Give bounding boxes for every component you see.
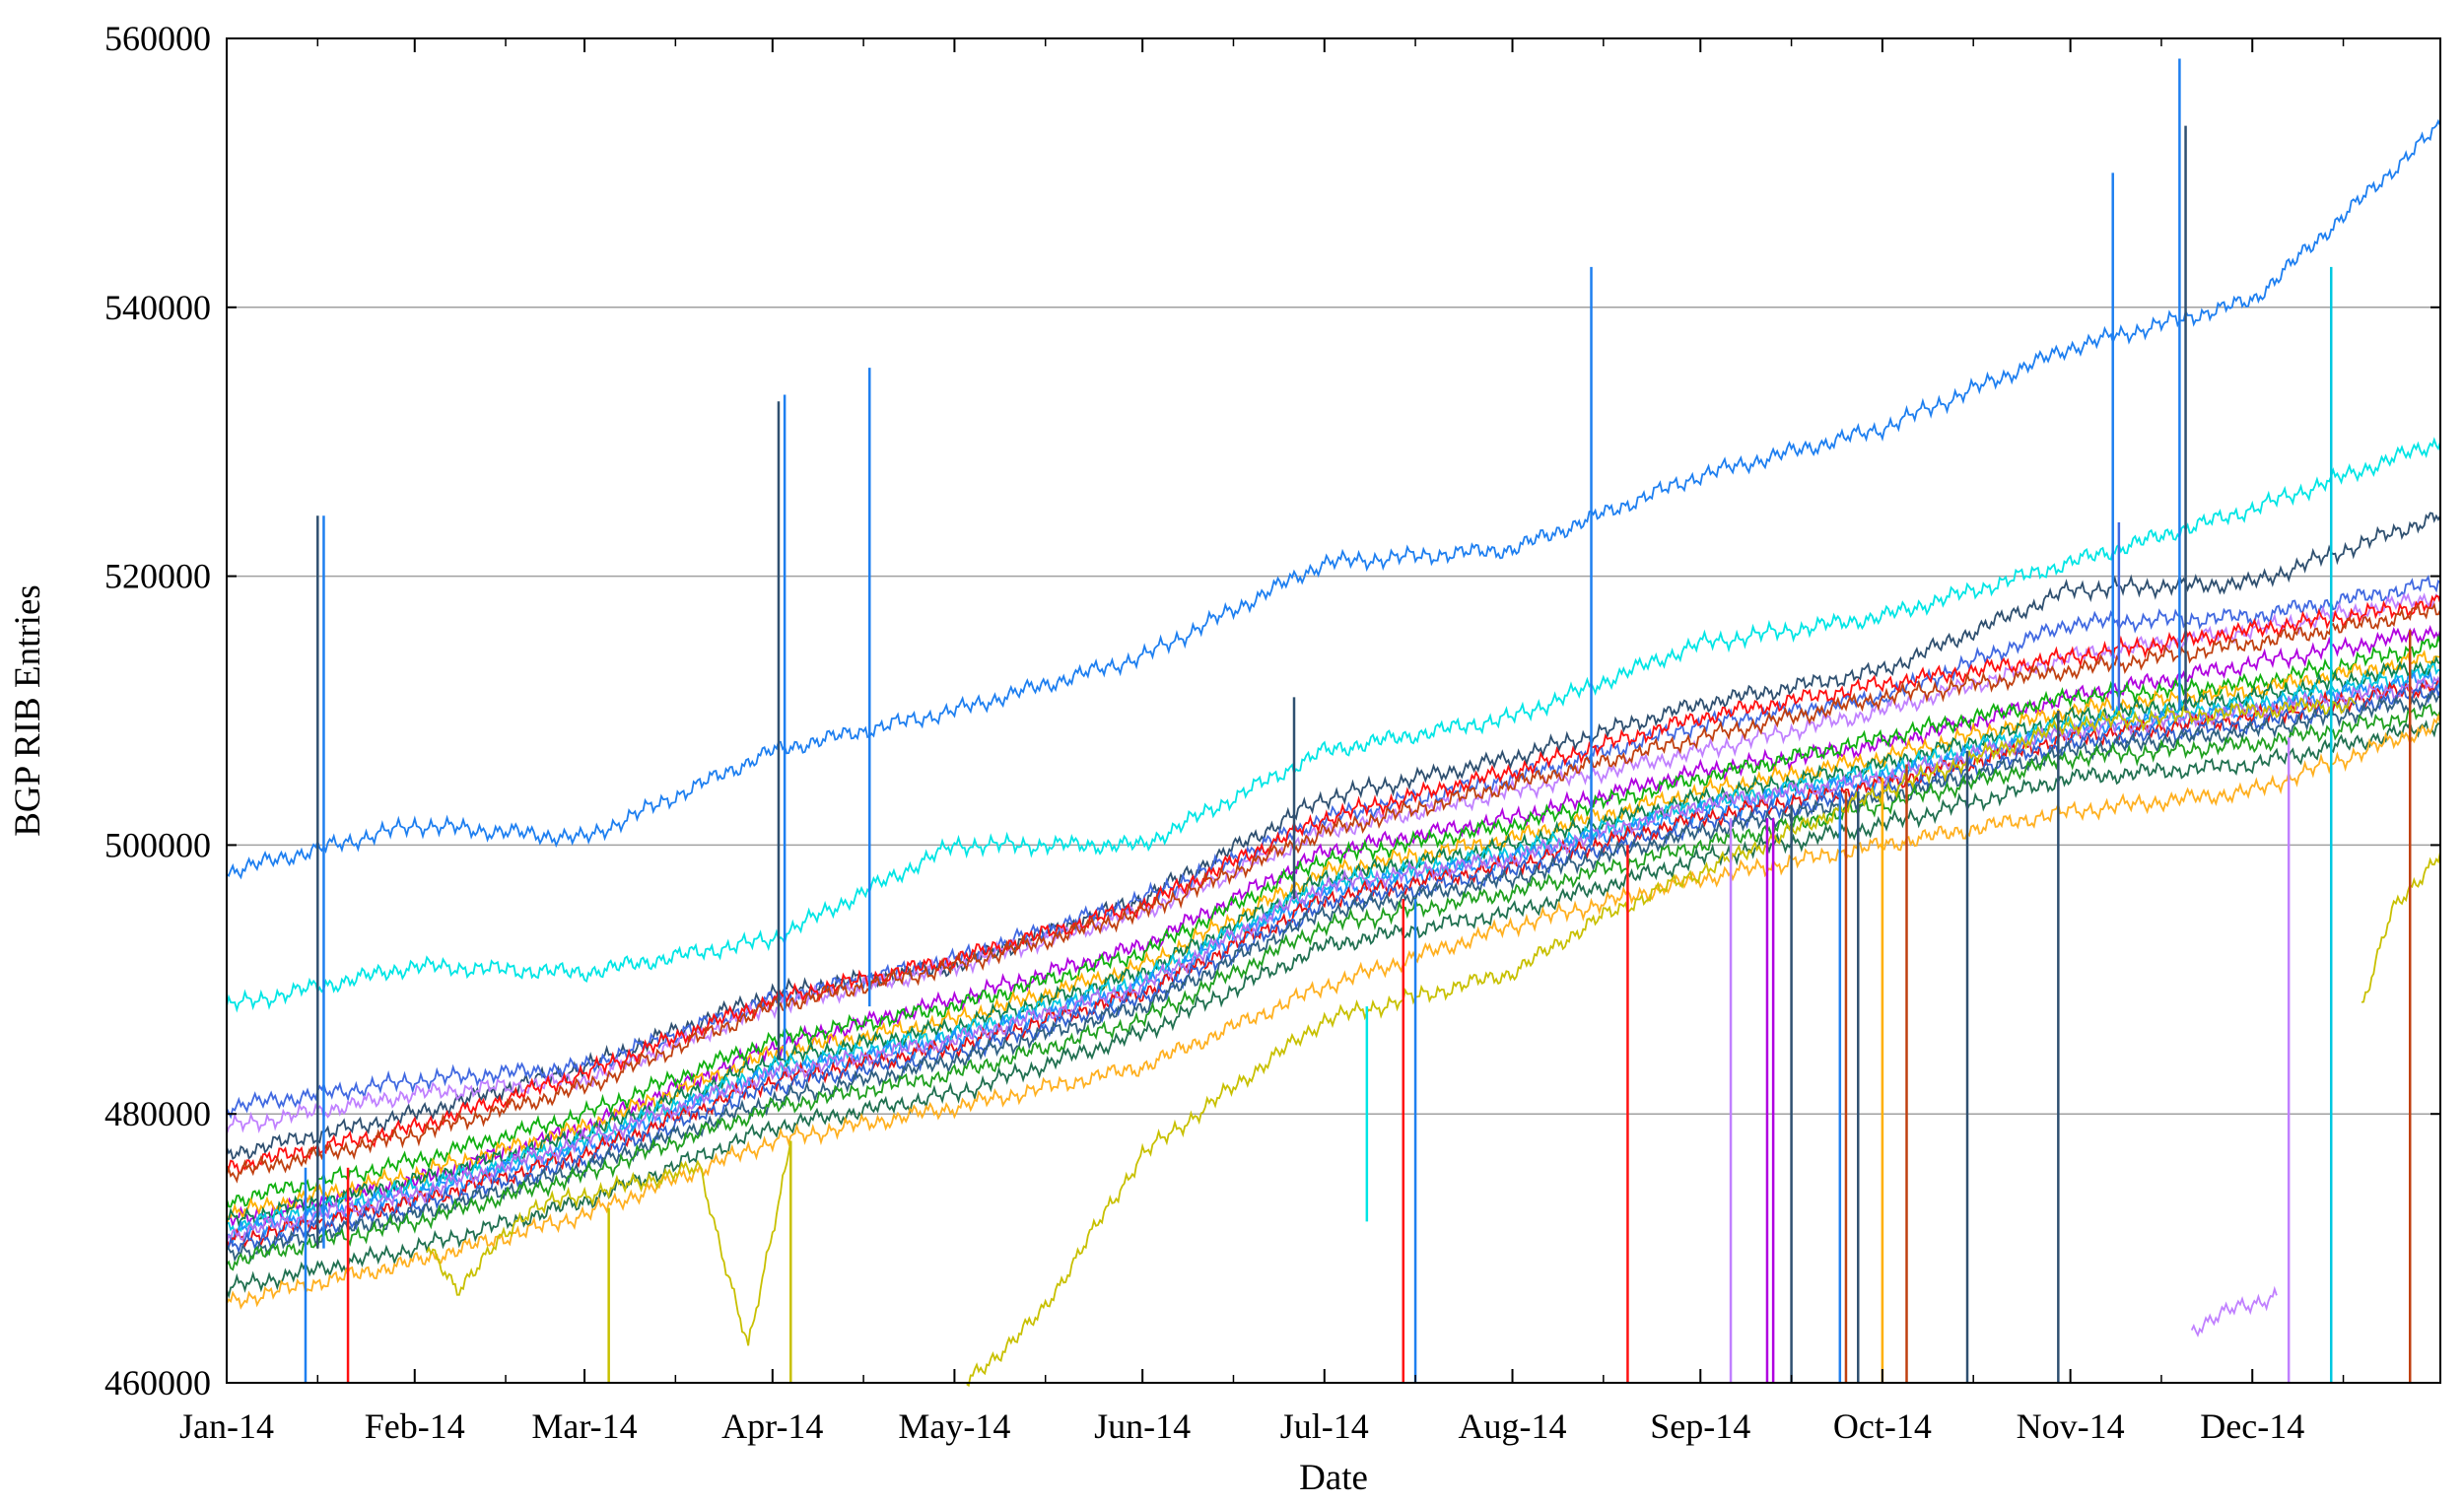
axis-ticks: 460000 480000 500000 520000 540000 560000 Jan-… [104, 19, 2440, 1446]
x-tick-label: Feb-14 [365, 1406, 465, 1446]
series-line-17 [226, 689, 2441, 1263]
series-line-16 [226, 683, 2441, 1255]
y-tick-label: 520000 [104, 557, 211, 596]
x-tick-label: Oct-14 [1833, 1406, 1932, 1446]
series-line-7 [226, 602, 2441, 1184]
y-tick-label: 480000 [104, 1094, 211, 1133]
series-line-9 [226, 633, 2441, 1208]
x-tick-label: Jan-14 [179, 1406, 274, 1446]
x-axis-title: Date [1299, 1458, 1368, 1498]
series-lines [226, 58, 2441, 1388]
y-tick-label: 460000 [104, 1363, 211, 1403]
y-tick-label: 500000 [104, 825, 211, 864]
x-tick-label: Jun-14 [1094, 1406, 1191, 1446]
x-tick-label: Mar-14 [531, 1406, 637, 1446]
series-line-6 [226, 594, 2441, 1175]
x-tick-label: May-14 [898, 1406, 1010, 1446]
y-tick-label: 560000 [104, 19, 211, 58]
x-tick-label: Dec-14 [2200, 1406, 2304, 1446]
x-tick-label: Nov-14 [2017, 1406, 2125, 1446]
series-line-14 [226, 675, 2441, 1250]
x-tick-label: Apr-14 [721, 1406, 823, 1446]
series-line-15 [226, 675, 2441, 1243]
series-line-3 [226, 512, 2441, 1160]
series-line-8 [226, 625, 2441, 1229]
gridlines [227, 307, 2440, 1115]
series-line-5 [226, 592, 2441, 1134]
x-tick-label: Aug-14 [1459, 1406, 1567, 1446]
series-segment-4 [2190, 1285, 2278, 1337]
series-line-2 [226, 437, 2441, 1013]
series-segment-3 [2361, 852, 2441, 1003]
series-line-19 [226, 719, 2441, 1299]
y-tick-label: 540000 [104, 288, 211, 327]
x-tick-label: Jul-14 [1280, 1406, 1369, 1446]
y-axis-title: BGP RIB Entries [8, 584, 48, 837]
series-line-4 [226, 575, 2441, 1120]
x-tick-label: Sep-14 [1650, 1406, 1750, 1446]
series-segment-2 [966, 697, 2357, 1388]
series-line-20 [226, 713, 2441, 1310]
series-line-1 [226, 118, 2441, 880]
series-line-18 [226, 703, 2441, 1271]
series-segment-1 [426, 1140, 792, 1346]
plot-frame [226, 37, 2441, 1384]
